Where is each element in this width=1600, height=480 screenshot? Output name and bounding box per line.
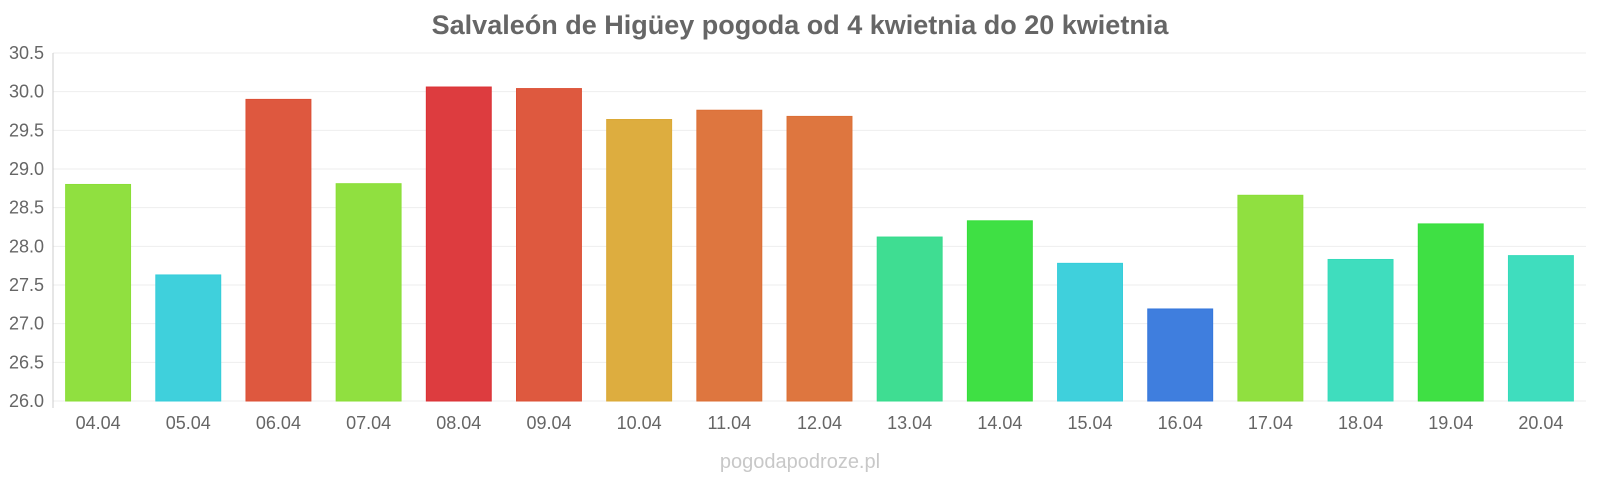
y-tick-label: 28.5 [9, 198, 44, 218]
bar [1507, 255, 1574, 402]
bar [425, 86, 492, 402]
chart-title: Salvaleón de Higüey pogoda od 4 kwietnia… [431, 10, 1169, 40]
x-tick-label: 07.04 [346, 413, 391, 433]
y-tick-label: 27.0 [9, 314, 44, 334]
x-tick-label: 05.04 [166, 413, 211, 433]
bar [1057, 262, 1123, 402]
bar [1327, 258, 1394, 402]
y-tick-label: 28.0 [9, 236, 44, 256]
x-tick-label: 14.04 [977, 413, 1022, 433]
watermark: pogodapodroze.pl [719, 451, 881, 473]
x-tick-label: 08.04 [436, 413, 481, 433]
bar [516, 88, 582, 402]
bar [65, 183, 132, 402]
x-tick-label: 15.04 [1068, 413, 1113, 433]
bar [155, 274, 222, 402]
bar [876, 236, 943, 402]
y-tick-label: 29.5 [9, 120, 44, 140]
x-tick-label: 19.04 [1428, 413, 1473, 433]
bar [786, 115, 853, 402]
bar [1237, 194, 1304, 402]
bar [245, 98, 312, 402]
bar [335, 183, 402, 402]
x-tick-label: 18.04 [1338, 413, 1383, 433]
x-tick-label: 13.04 [887, 413, 932, 433]
y-tick-label: 29.0 [9, 159, 44, 179]
y-tick-label: 27.5 [9, 275, 44, 295]
y-tick-label: 30.5 [9, 43, 44, 63]
x-tick-label: 04.04 [76, 413, 121, 433]
x-tick-label: 09.04 [526, 413, 571, 433]
x-tick-label: 16.04 [1158, 413, 1203, 433]
x-tick-label: 11.04 [707, 413, 751, 433]
x-tick-label: 06.04 [256, 413, 301, 433]
x-tick-label: 12.04 [797, 413, 842, 433]
y-tick-label: 26.0 [9, 391, 44, 411]
x-tick-label: 20.04 [1518, 413, 1563, 433]
y-tick-label: 30.0 [9, 82, 44, 102]
bar [1417, 223, 1484, 402]
bar [606, 119, 673, 402]
bar [1147, 308, 1214, 402]
y-tick-label: 26.5 [9, 352, 44, 372]
bar [696, 109, 763, 402]
x-tick-label: 17.04 [1248, 413, 1293, 433]
x-tick-label: 10.04 [617, 413, 662, 433]
bar [966, 220, 1033, 402]
